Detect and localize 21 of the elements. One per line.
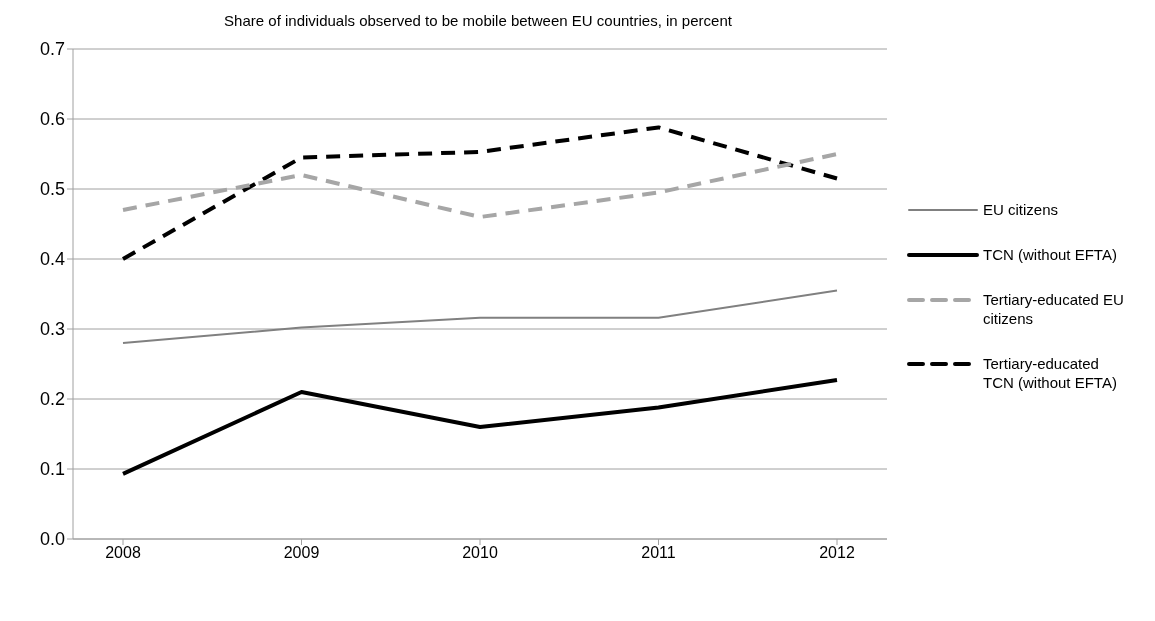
legend-label: Tertiary-educated TCN (without EFTA)	[983, 354, 1118, 392]
y-tick-label: 0.3	[39, 319, 65, 340]
legend-label: TCN (without EFTA)	[983, 245, 1118, 264]
y-tick-label: 0.0	[39, 529, 65, 550]
x-tick-label: 2009	[283, 544, 320, 562]
y-tick-label: 0.2	[39, 389, 65, 410]
x-tick-label: 2011	[641, 544, 676, 562]
y-tick-label: 0.4	[39, 249, 65, 270]
x-tick-label: 2012	[819, 544, 855, 562]
y-tick-label: 0.1	[39, 459, 65, 480]
line-series	[121, 125, 839, 261]
x-tick-label: 2008	[105, 544, 141, 562]
y-tick-label: 0.6	[39, 109, 65, 130]
y-tick-label: 0.7	[39, 39, 65, 60]
legend-label: EU citizens	[983, 200, 1060, 219]
chart-title: Share of individuals observed to be mobile between EU countries, in percent	[223, 12, 733, 29]
y-tick-label: 0.5	[39, 179, 65, 200]
line-series	[122, 289, 838, 344]
line-series	[121, 378, 839, 476]
legend-label: Tertiary-educated EU citizens	[983, 290, 1125, 328]
x-tick-label: 2010	[462, 544, 498, 562]
